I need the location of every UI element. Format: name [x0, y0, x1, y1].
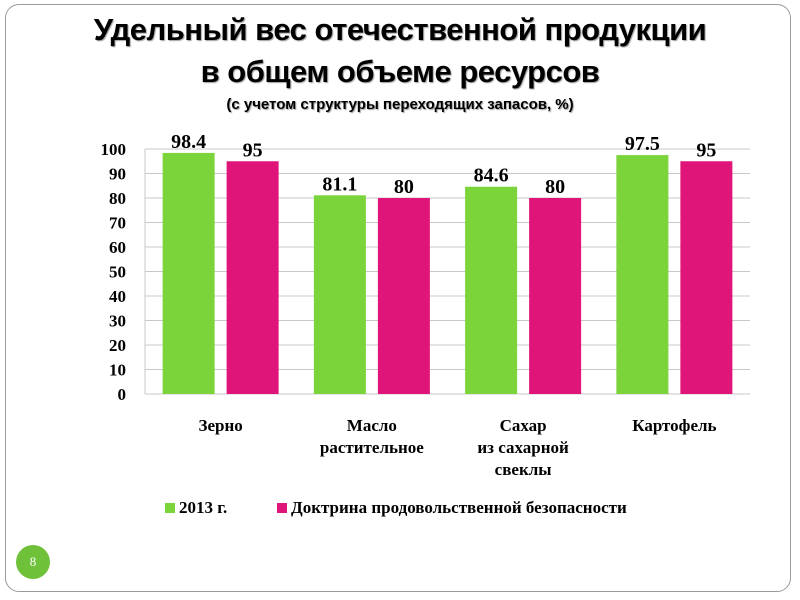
x-tick-label: Зерно	[198, 416, 242, 435]
x-tick-label: Картофель	[632, 416, 716, 435]
bar-series2	[377, 198, 430, 394]
legend-label: 2013 г.	[179, 498, 227, 517]
y-tick-label: 60	[109, 238, 126, 257]
bar-series1	[313, 195, 366, 394]
y-tick-label: 30	[109, 312, 126, 331]
slide-number-badge: 8	[16, 545, 50, 579]
legend-label: Доктрина продовольственной безопасности	[291, 498, 627, 517]
x-tick-label: растительное	[320, 438, 424, 457]
bar-series1	[162, 152, 215, 394]
bar-series2	[680, 161, 733, 394]
bar-series1	[465, 186, 518, 394]
y-tick-label: 50	[109, 263, 126, 282]
bar-series2	[529, 198, 582, 394]
data-label: 98.4	[171, 131, 206, 153]
x-tick-label: Масло	[347, 416, 397, 435]
legend-swatch	[277, 503, 287, 513]
y-tick-label: 20	[109, 336, 126, 355]
data-label: 95	[696, 139, 716, 161]
chart-subtitle: (с учетом структуры переходящих запасов,…	[226, 96, 574, 113]
bar-series1	[616, 155, 669, 394]
data-label: 80	[545, 176, 565, 198]
x-tick-label: из сахарной	[477, 438, 569, 457]
data-label: 97.5	[625, 133, 660, 155]
y-tick-label: 80	[109, 189, 126, 208]
data-label: 81.1	[322, 173, 357, 195]
y-tick-label: 0	[118, 385, 127, 404]
chart-title-line-1: Удельный вес отечественной продукции	[93, 12, 707, 47]
data-label: 80	[394, 176, 414, 198]
legend-swatch	[165, 503, 175, 513]
data-label: 95	[243, 139, 263, 161]
x-tick-label: Сахар	[500, 416, 547, 435]
data-label: 84.6	[474, 165, 509, 187]
y-tick-label: 40	[109, 287, 126, 306]
chart-title-line-2: в общем объеме ресурсов	[200, 54, 600, 89]
y-tick-label: 70	[109, 214, 126, 233]
y-tick-label: 100	[101, 140, 127, 159]
x-tick-label: свеклы	[495, 460, 552, 479]
bar-series2	[226, 161, 279, 394]
y-tick-label: 90	[109, 165, 126, 184]
y-tick-label: 10	[109, 361, 126, 380]
